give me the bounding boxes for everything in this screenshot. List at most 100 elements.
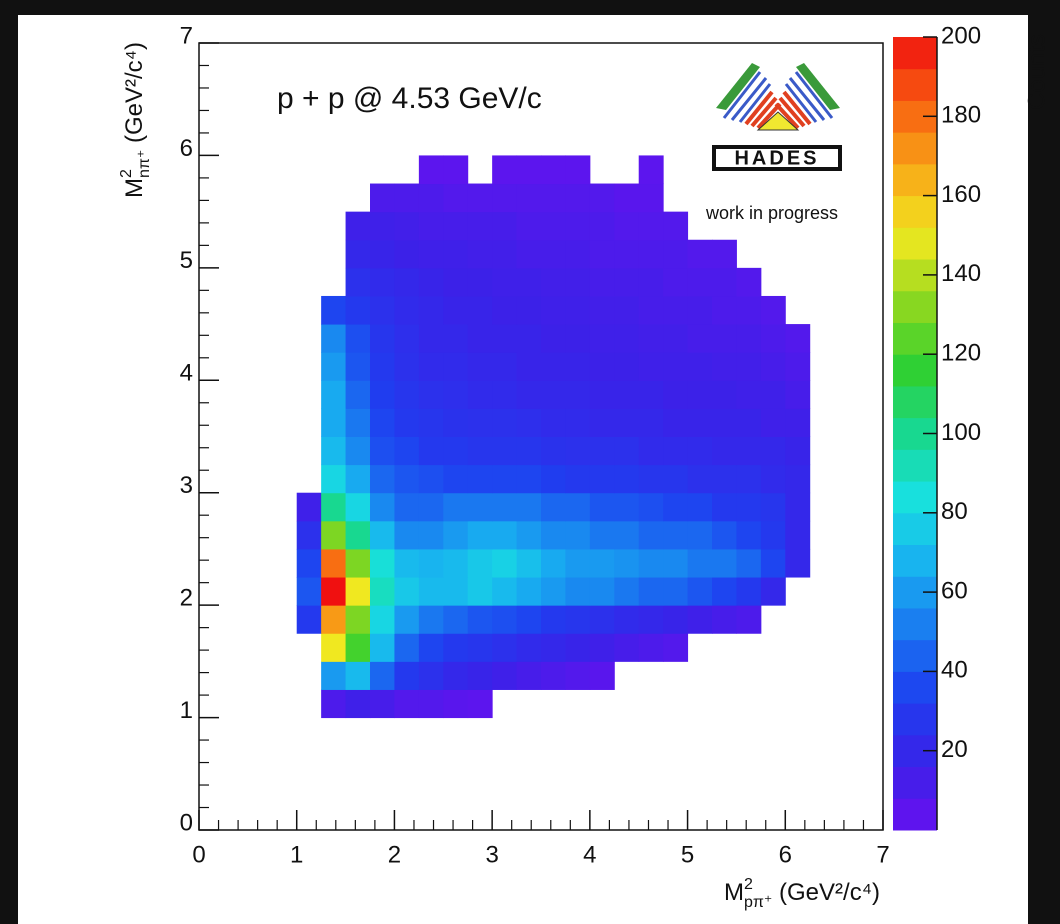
cell (394, 520, 420, 550)
cell (712, 520, 737, 550)
x-title-sup: 2 (744, 876, 753, 893)
cell (443, 436, 469, 466)
y-tick-label: 5 (180, 247, 193, 274)
cell (712, 352, 737, 381)
cell (614, 183, 640, 213)
cell (516, 352, 542, 381)
cell (663, 605, 689, 634)
cell (418, 380, 444, 409)
cell (712, 492, 737, 522)
cell (663, 633, 689, 662)
cell (467, 548, 493, 578)
colorbar-band (893, 132, 937, 165)
cell (321, 408, 347, 437)
cell (394, 464, 420, 494)
cell (443, 408, 469, 437)
cell (370, 577, 395, 606)
cell (418, 492, 444, 522)
cell (541, 633, 566, 662)
cell (541, 661, 566, 690)
cell (492, 267, 518, 297)
cell (638, 239, 664, 269)
cell (516, 436, 542, 466)
cell (516, 267, 542, 297)
cell (638, 520, 664, 550)
cell (565, 295, 591, 325)
cell (638, 295, 664, 325)
z-tick-label: 60 (941, 577, 968, 604)
cell (370, 633, 395, 662)
cell (394, 548, 420, 578)
colorbar-band (893, 227, 937, 260)
cell (638, 408, 664, 437)
logo-box (716, 149, 838, 167)
cell (321, 633, 347, 662)
colorbar-band (893, 290, 937, 323)
cell (516, 295, 542, 325)
cell (663, 239, 689, 269)
cell (492, 436, 518, 466)
cell (760, 324, 786, 353)
cell (589, 492, 615, 522)
cell (345, 661, 371, 690)
cell (321, 605, 347, 634)
cell (785, 436, 811, 466)
cell (687, 520, 713, 550)
cell (785, 492, 811, 522)
cell (565, 239, 591, 269)
cell (589, 295, 615, 325)
cell (663, 211, 689, 241)
cell (565, 520, 591, 550)
cell (516, 661, 542, 690)
colorbar-band (893, 671, 937, 704)
cell (736, 520, 762, 550)
cell (394, 352, 420, 381)
cell (492, 633, 518, 662)
cell (443, 605, 469, 634)
cell (321, 464, 347, 494)
cell (589, 352, 615, 381)
cell (443, 239, 469, 269)
cell (687, 605, 713, 634)
cell (516, 520, 542, 550)
cell (370, 239, 395, 269)
colorbar-band (893, 449, 937, 482)
cell (345, 352, 371, 381)
cell (443, 492, 469, 522)
cell (785, 380, 811, 409)
cell (370, 295, 395, 325)
colorbar-band (893, 195, 937, 228)
cell (565, 661, 591, 690)
cell (687, 492, 713, 522)
cell (467, 324, 493, 353)
colorbar-band (893, 766, 937, 799)
cell (638, 324, 664, 353)
cell (614, 239, 640, 269)
y-title-rest: (GeV²/c⁴) (121, 42, 148, 150)
annotation: p + p @ 4.53 GeV/c (277, 82, 542, 115)
cell (418, 295, 444, 325)
cell (663, 324, 689, 353)
cell (589, 183, 615, 213)
y-tick-label: 3 (180, 472, 193, 499)
cell (467, 239, 493, 269)
cell (516, 464, 542, 494)
cell (663, 267, 689, 297)
cell (589, 408, 615, 437)
cell (370, 352, 395, 381)
cell (467, 380, 493, 409)
colorbar-band (893, 512, 937, 546)
x-tick-label: 0 (192, 841, 205, 868)
cell (370, 324, 395, 353)
cell (492, 183, 518, 213)
cell (467, 633, 493, 662)
cell (760, 464, 786, 494)
cell (760, 295, 786, 325)
cell (492, 605, 518, 634)
cell (370, 661, 395, 690)
cell (370, 548, 395, 578)
cell (492, 211, 518, 241)
cell (663, 352, 689, 381)
